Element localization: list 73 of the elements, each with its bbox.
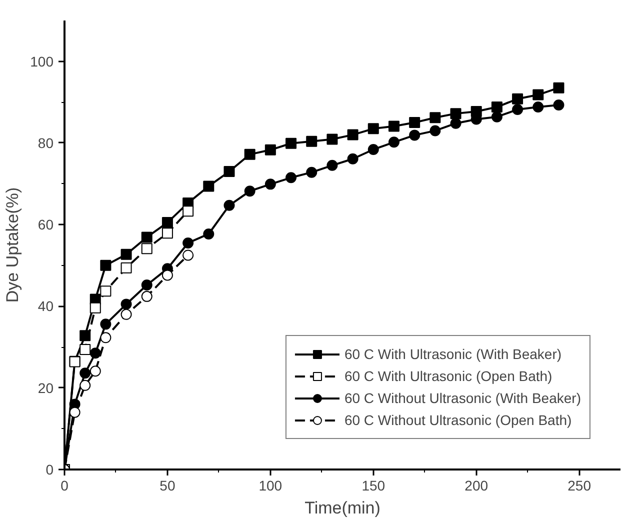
point [203,180,214,192]
point [162,228,173,239]
legend-label: 60 C With Ultrasonic (Open Bath) [344,368,552,384]
point [409,130,420,141]
x-tick-label: 200 [464,478,488,494]
point [141,280,152,290]
point [450,108,462,120]
point [286,138,297,149]
point [368,123,379,134]
point [100,332,112,344]
point [430,112,441,124]
point [244,186,256,197]
point [120,262,132,274]
point [512,104,524,115]
point [264,178,276,190]
x-tick-label: 50 [160,478,176,494]
point [553,82,564,94]
legend-label: 60 C Without Ultrasonic (Open Bath) [344,412,572,428]
point [100,286,112,297]
point [326,160,338,171]
point [141,243,152,254]
point [388,136,400,148]
x-tick-label: 250 [568,478,592,494]
x-tick-label: 100 [258,478,282,494]
point [141,232,152,243]
y-tick-label: 40 [38,298,54,314]
legend-label: 60 C Without Ultrasonic (With Beaker) [344,390,581,406]
point [430,125,441,136]
point [491,111,502,122]
point [90,302,101,314]
point [120,308,132,320]
point [491,102,502,113]
point [120,298,132,310]
point [182,237,194,248]
x-tick-label: 0 [60,478,69,494]
point [286,172,297,184]
point [409,117,420,128]
y-tick-label: 100 [30,53,54,70]
point [553,100,564,110]
point [326,134,338,145]
point [141,290,152,302]
point [100,260,112,271]
point [100,318,112,330]
point [306,166,318,178]
legend-label: 60 C With Ultrasonic (With Beaker) [344,346,562,362]
x-axis-title: Time(min) [304,498,380,518]
point [182,206,194,217]
point [368,144,379,155]
y-tick-label: 0 [46,462,54,478]
point [532,102,544,113]
point [162,217,173,228]
point [224,200,235,211]
y-tick-label: 60 [38,216,54,233]
y-tick-label: 80 [38,134,54,151]
point [450,118,462,129]
point [388,120,400,132]
x-tick-label: 150 [362,478,386,494]
point [90,348,101,359]
point [244,148,256,160]
point [532,89,544,100]
y-axis-title: Dye Uptake(%) [3,187,22,303]
point [203,228,214,240]
point [264,144,276,156]
point [306,136,318,147]
point [347,129,358,140]
point [162,270,173,281]
point [80,344,91,355]
point [512,93,524,104]
point [347,153,358,164]
point [120,248,132,260]
point [80,368,91,379]
y-tick-label: 20 [38,380,54,396]
point [224,166,235,178]
